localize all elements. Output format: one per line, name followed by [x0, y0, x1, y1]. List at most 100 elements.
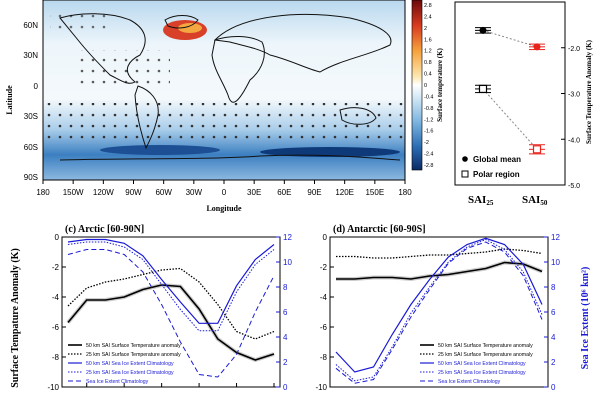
right-ytick-label: 12 [283, 233, 292, 242]
left-ytick-label: 0 [55, 233, 60, 242]
map-xtick-label: 0 [222, 188, 227, 197]
map-ytick: 60S [24, 143, 38, 152]
panel-b-point-polar [532, 145, 542, 154]
colorbar-tick: -0.4 [424, 94, 433, 100]
map-stippling-pacific [80, 50, 170, 88]
map-xtick-label: 30W [186, 188, 203, 197]
panel-c-lines [66, 238, 275, 378]
map-xtick-label: 120W [93, 188, 114, 197]
colorbar [411, 0, 423, 171]
map-ytick: 0 [34, 82, 39, 91]
series-uncertainty-band [336, 260, 543, 282]
panel-c-title: (c) Arctic [60-90N] [65, 224, 144, 235]
map-cold-band-west [100, 145, 220, 155]
map-xtick-label: 60E [277, 188, 291, 197]
series-line [67, 284, 275, 361]
panel-c: (c) Arctic [60-90N] Surface Tempature An… [10, 224, 292, 392]
panel-b-point-polar [478, 84, 488, 94]
panel-b-ytick-label: -2.0 [568, 46, 580, 53]
colorbar-tick: 1.6 [424, 37, 432, 43]
right-ytick-label: 12 [551, 233, 560, 242]
series-line [67, 241, 275, 332]
panel-b-xaxis: SAI25 SAI50 [468, 194, 548, 207]
map-warm-anomaly-core [178, 23, 202, 33]
map-xtick-label: 180 [398, 188, 412, 197]
right-ytick-label: 6 [283, 308, 288, 317]
left-ytick-label: -8 [320, 353, 328, 362]
map-coastlines [59, 13, 401, 161]
colorbar-tick: 2.8 [424, 3, 432, 9]
colorbar-tick: -1.2 [424, 117, 433, 123]
panel-d-title: (d) Antarctic [60-90S] [333, 224, 426, 235]
colorbar-tick: -0.8 [424, 106, 433, 112]
map-ytick: 60N [23, 21, 38, 30]
legend-label: 25 km SAI Surface Temperature anomaly [86, 352, 181, 358]
right-ytick-label: 0 [551, 383, 556, 392]
colorbar-tick: 1.2 [424, 49, 432, 55]
map-xtick-label: 120E [335, 188, 354, 197]
left-ytick-label: -8 [52, 353, 60, 362]
map-xtick-label: 30E [247, 188, 261, 197]
category-label: SAI25 [468, 194, 494, 207]
left-ytick-label: -10 [315, 383, 327, 392]
right-ytick-label: 8 [551, 283, 556, 292]
left-ytick-label: -4 [52, 293, 60, 302]
right-ytick-label: 4 [283, 333, 288, 342]
map-ytick: 90S [24, 173, 38, 182]
legend-label-global: Global mean [473, 155, 521, 164]
colorbar-tick: 0 [424, 83, 427, 89]
panel-d-ylabel: Sea Ice Extent (10⁶ km²) [580, 267, 591, 370]
panel-c-xaxis [86, 383, 275, 387]
right-ytick-label: 0 [283, 383, 288, 392]
panel-d-lines [335, 237, 543, 384]
right-ytick-label: 10 [283, 258, 292, 267]
legend-label: 25 km SAI Sea Ice Extent Climatology [86, 370, 174, 376]
panel-b-connector [482, 29, 538, 48]
right-ytick-label: 2 [551, 358, 556, 367]
colorbar-tick: 2 [424, 26, 427, 32]
panel-b-ytick-label: -5.0 [568, 183, 580, 190]
map-xtick-label: 60W [155, 188, 172, 197]
series-line [335, 237, 543, 373]
right-ytick-label: 6 [551, 308, 556, 317]
map-xtick-label: 150E [365, 188, 384, 197]
panel-b-connector [482, 88, 538, 150]
map-xlabel: Longitude [206, 204, 242, 213]
right-ytick-label: 10 [551, 258, 560, 267]
left-ytick-label: -6 [52, 323, 60, 332]
legend-label: 25 km SAI Surface Temperature anomaly [438, 352, 533, 358]
colorbar-tick: -2 [424, 140, 429, 146]
panel-b-ylabel: Surface Temperature Anomaly (K) [585, 39, 593, 144]
series-line [67, 249, 275, 378]
panel-b-yaxis: -2.0 -3.0 -4.0 -5.0 [561, 46, 580, 190]
left-ytick-label: -4 [320, 293, 328, 302]
colorbar-tick: 0.4 [424, 72, 432, 78]
map-xtick-label: 180 [36, 188, 50, 197]
panel-b-marks [475, 26, 545, 155]
panel-b-ytick-label: -3.0 [568, 92, 580, 99]
map-yaxis: 60N 30N 0 30S 60S 90S [23, 21, 38, 182]
legend-label: 50 km SAI Sea Ice Extent Climatology [438, 361, 526, 367]
map-xtick-label: 90E [307, 188, 321, 197]
map-ytick: 30N [23, 51, 38, 60]
panel-d-left-axis: 0 -2 -4 -6 -8 -10 [315, 233, 334, 392]
left-ytick-label: -2 [52, 263, 60, 272]
colorbar-tick: 0.8 [424, 60, 432, 66]
map-panel: 60N 30N 0 30S 60S 90S Latitude 180 150W 12… [5, 0, 444, 213]
map-ylabel: Latitude [5, 85, 14, 115]
right-ytick-label: 2 [283, 358, 288, 367]
left-ytick-label: -10 [47, 383, 59, 392]
left-ytick-label: -2 [320, 263, 328, 272]
series-line [67, 238, 275, 324]
legend-label: 50 km SAI Sea Ice Extent Climatology [86, 361, 174, 367]
panel-c-left-axis: 0 -2 -4 -6 -8 -10 [47, 233, 66, 392]
series-line [335, 238, 543, 382]
panel-c-ylabel: Surface Tempature Anomaly (K) [10, 248, 21, 388]
map-stippling-south [43, 103, 405, 143]
series-line [336, 248, 543, 259]
left-ytick-label: -6 [320, 323, 328, 332]
legend-label-polar: Polar region [473, 170, 520, 179]
right-ytick-label: 8 [283, 283, 288, 292]
colorbar-tick: -2.4 [424, 152, 433, 158]
